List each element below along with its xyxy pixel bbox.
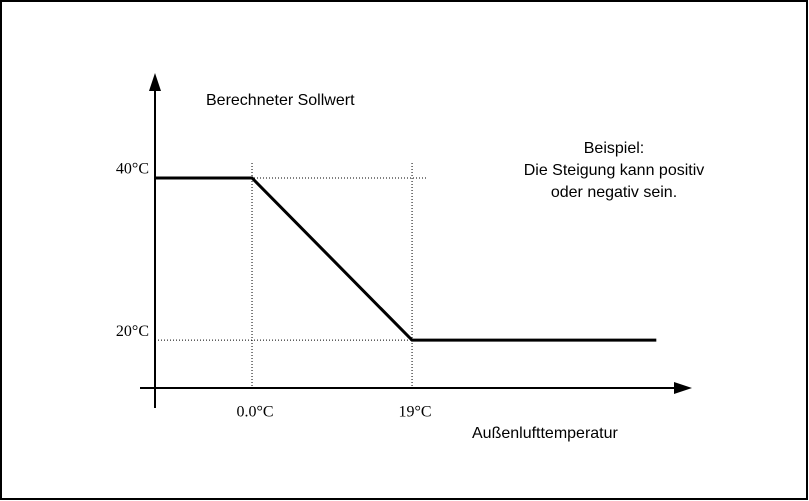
y-tick-label: 20°C	[116, 323, 149, 340]
x-tick-label: 0.0°C	[236, 404, 273, 421]
y-axis-arrow	[149, 73, 161, 91]
y-tick-label: 40°C	[116, 161, 149, 178]
annotation: Die Steigung kann positiv	[524, 162, 705, 179]
annotation: oder negativ sein.	[551, 184, 677, 201]
annotation: Beispiel:	[584, 140, 644, 157]
line	[155, 176, 657, 342]
y-axis-label: Berechneter Sollwert	[206, 92, 355, 109]
x-axis-label: Außenlufttemperatur	[472, 425, 619, 442]
x-axis-arrow	[674, 382, 692, 394]
x-tick-label: 19°C	[399, 404, 432, 421]
